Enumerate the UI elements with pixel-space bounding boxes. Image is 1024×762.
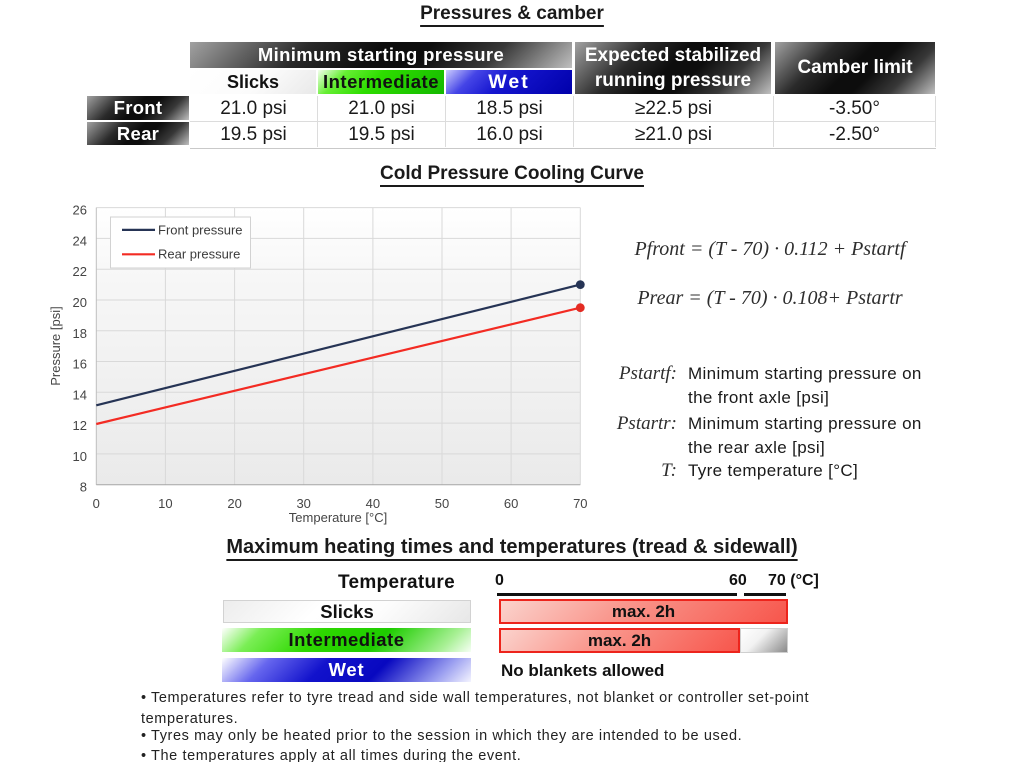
svg-text:Pressure [psi]: Pressure [psi] xyxy=(48,306,63,385)
svg-text:Temperature [°C]: Temperature [°C] xyxy=(289,510,387,525)
svg-text:Front pressure: Front pressure xyxy=(158,222,243,237)
svg-text:0: 0 xyxy=(93,496,100,511)
svg-text:10: 10 xyxy=(73,449,87,464)
svg-text:40: 40 xyxy=(366,496,380,511)
svg-text:60: 60 xyxy=(504,496,518,511)
svg-text:20: 20 xyxy=(227,496,241,511)
svg-text:26: 26 xyxy=(73,203,87,218)
svg-text:16: 16 xyxy=(73,357,87,372)
svg-text:18: 18 xyxy=(73,326,87,341)
svg-text:20: 20 xyxy=(73,295,87,310)
svg-text:8: 8 xyxy=(80,480,87,495)
svg-text:24: 24 xyxy=(73,233,87,248)
svg-text:Rear pressure: Rear pressure xyxy=(158,247,240,262)
svg-text:30: 30 xyxy=(296,496,310,511)
svg-text:10: 10 xyxy=(158,496,172,511)
svg-text:12: 12 xyxy=(73,418,87,433)
svg-text:14: 14 xyxy=(73,387,87,402)
svg-text:70: 70 xyxy=(573,496,587,511)
svg-text:50: 50 xyxy=(435,496,449,511)
svg-text:22: 22 xyxy=(73,264,87,279)
